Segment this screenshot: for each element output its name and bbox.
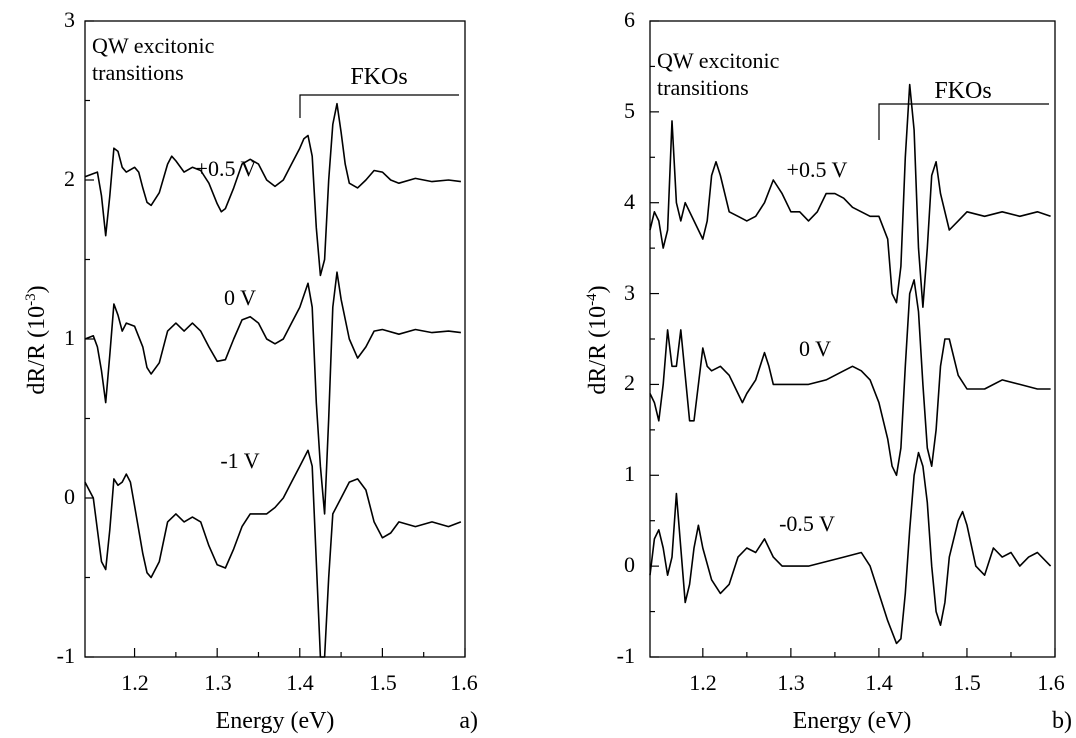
panel-b-ytick-label: 3 xyxy=(624,280,635,305)
panel-a-y-axis-title: dR/R (10-3) xyxy=(23,285,50,394)
panel-b-fko-bracket xyxy=(878,103,1049,140)
panel-b-ticks xyxy=(650,20,1056,658)
panel-b-series-label: -0.5 V xyxy=(779,511,835,536)
panel-b-series-label: +0.5 V xyxy=(787,157,848,182)
panel-b-series-label: 0 V xyxy=(799,336,831,361)
panel-b-xtick-label: 1.4 xyxy=(865,670,893,695)
panel-a-x-axis-title: Energy (eV) xyxy=(216,708,335,734)
panel-b-y-axis-title: dR/R (10-4) xyxy=(584,285,611,394)
panel-b-label: b) xyxy=(1052,708,1072,734)
panel-b-xtick-label: 1.3 xyxy=(777,670,805,695)
panel-a-xtick-label: 1.4 xyxy=(286,670,314,695)
panel-b-ytick-label: -1 xyxy=(617,643,635,668)
panel-b-region-label-line2: transitions xyxy=(657,75,749,100)
panel-b-xtick-label: 1.2 xyxy=(689,670,717,695)
panel-b-ytick-label: 1 xyxy=(624,461,635,486)
panel-b-ytick-label: 4 xyxy=(624,189,635,214)
panel-b-series-line-3 xyxy=(649,451,1052,645)
panel-b-ytick-label: 5 xyxy=(624,98,635,123)
panel-a-series-label: -1 V xyxy=(220,448,259,473)
panel-a-series-label: 0 V xyxy=(224,285,256,310)
panel-a-ytick-label: 0 xyxy=(64,484,75,509)
panel-a-xtick-label: 1.2 xyxy=(121,670,149,695)
panel-a-xtick-label: 1.3 xyxy=(204,670,232,695)
panel-a-fko-label: FKOs xyxy=(350,64,407,90)
panel-a: -1 0 1 2 3 1.2 1.3 1.4 1.5 1.6 Energy (e… xyxy=(23,7,478,734)
panel-a-region-label-line2: transitions xyxy=(92,60,184,85)
panel-b-fko-label: FKOs xyxy=(934,78,991,104)
panel-b-region-label-line1: QW excitonic xyxy=(657,48,780,73)
panel-a-series-line-1 xyxy=(84,102,462,277)
panel-a-label: a) xyxy=(459,708,478,734)
panel-b-xtick-label: 1.6 xyxy=(1037,670,1065,695)
panel-b-series xyxy=(649,83,1052,645)
panel-b-ytick-label: 2 xyxy=(624,370,635,395)
panel-b-plot-frame xyxy=(649,20,1056,658)
panel-a-ytick-label: 2 xyxy=(64,166,75,191)
panel-a-xtick-label: 1.5 xyxy=(369,670,397,695)
panel-b-ytick-label: 0 xyxy=(624,552,635,577)
panel-a-ytick-label: 1 xyxy=(64,325,75,350)
panel-a-series-line-3 xyxy=(84,449,462,658)
panel-b-x-axis-title: Energy (eV) xyxy=(793,708,912,734)
panel-a-series-line-2 xyxy=(84,271,461,515)
panel-a-region-label-line1: QW excitonic xyxy=(92,33,215,58)
panel-a-ytick-label: -1 xyxy=(57,643,75,668)
panel-a-plot-frame xyxy=(84,20,466,658)
panel-b-ytick-label: 6 xyxy=(624,7,635,32)
panel-a-series xyxy=(84,102,462,658)
panel-b-xtick-label: 1.5 xyxy=(953,670,981,695)
panel-a-ticks xyxy=(85,20,466,658)
panel-a-ytick-label: 3 xyxy=(64,7,75,32)
panel-a-xtick-label: 1.6 xyxy=(450,670,478,695)
panel-b: -1 0 1 2 3 4 5 6 1.2 1.3 1.4 1.5 1.6 Ene… xyxy=(584,7,1072,734)
panel-b-series-line-2 xyxy=(649,279,1051,477)
panel-a-fko-bracket xyxy=(299,94,459,118)
panel-a-series-label: +0.5 V xyxy=(196,156,257,181)
panel-b-series-line-1 xyxy=(649,83,1051,308)
